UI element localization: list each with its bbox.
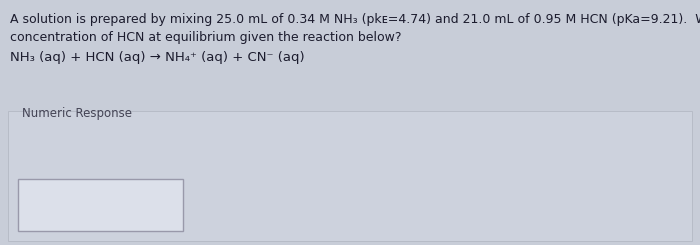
FancyBboxPatch shape [8,111,692,241]
Text: NH₃ (aq) + HCN (aq) → NH₄⁺ (aq) + CN⁻ (aq): NH₃ (aq) + HCN (aq) → NH₄⁺ (aq) + CN⁻ (a… [10,51,304,64]
Text: A solution is prepared by mixing 25.0 mL of 0.34 M NH₃ (pkᴇ=4.74) and 21.0 mL of: A solution is prepared by mixing 25.0 mL… [10,13,700,26]
FancyBboxPatch shape [18,179,183,231]
Text: concentration of HCN at equilibrium given the reaction below?: concentration of HCN at equilibrium give… [10,31,402,44]
Text: Numeric Response: Numeric Response [22,107,132,120]
